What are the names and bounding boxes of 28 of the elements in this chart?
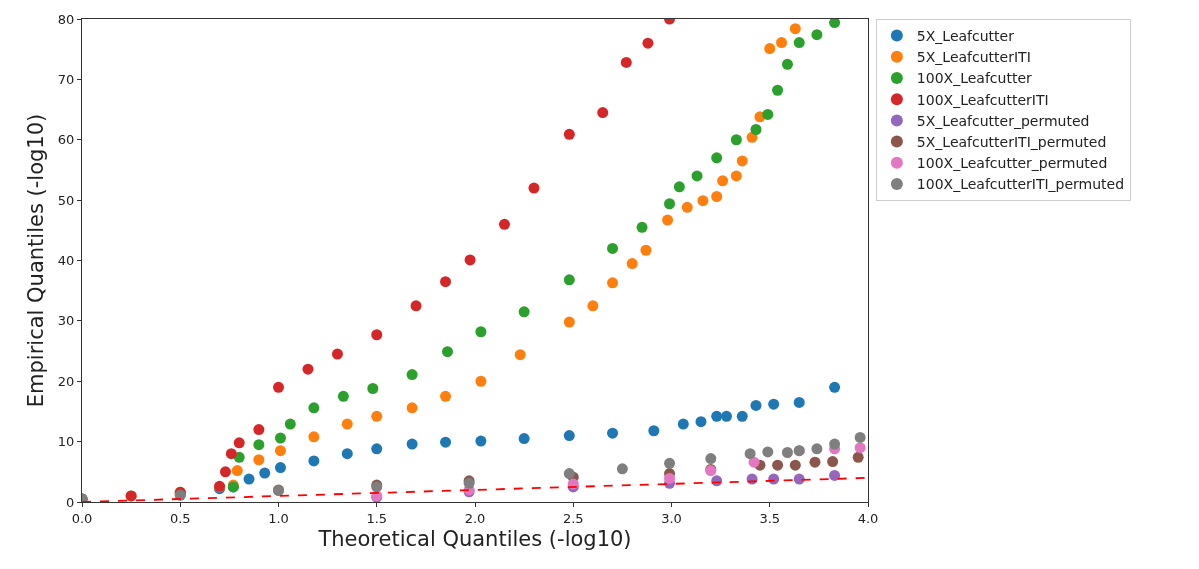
x-tick-label: 0.0 — [71, 510, 93, 526]
y-tick-label: 40 — [57, 253, 75, 269]
y-tick-label: 30 — [57, 313, 75, 329]
x-tick-label: 0.5 — [169, 510, 191, 526]
x-tick-label: 2.5 — [562, 510, 584, 526]
y-tick-label: 70 — [57, 71, 75, 87]
y-axis-title: Empirical Quantiles (-log10) — [24, 113, 48, 408]
legend-label: 100X_Leafcutter — [916, 70, 1033, 87]
x-tick-label: 2.0 — [464, 510, 486, 526]
legend-label: 5X_Leafcutter — [916, 28, 1015, 45]
legend-label: 100X_LeafcutterITI_permuted — [916, 176, 1125, 193]
legend-label: 5X_Leafcutter_permuted — [916, 112, 1090, 129]
y-tick-label: 60 — [57, 132, 75, 148]
legend-label: 5X_LeafcutterITI — [916, 49, 1031, 66]
x-tick-label: 4.0 — [857, 510, 879, 526]
legend-label: 100X_LeafcutterITI — [916, 91, 1049, 108]
y-tick-label: 0 — [66, 494, 75, 510]
x-tick-label: 1.0 — [268, 510, 289, 526]
legend-label: 5X_LeafcutterITI_permuted — [916, 134, 1107, 151]
x-axis-title: Theoretical Quantiles (-log10) — [317, 526, 632, 551]
x-tick-label: 3.0 — [661, 510, 682, 526]
y-tick-label: 80 — [57, 11, 75, 27]
x-tick-label: 1.5 — [366, 510, 388, 526]
y-tick-label: 10 — [57, 434, 75, 450]
y-tick-label: 50 — [57, 192, 75, 208]
legend-label: 100X_Leafcutter_permuted — [916, 155, 1108, 172]
y-tick-label: 20 — [57, 373, 75, 389]
x-tick-label: 3.5 — [759, 510, 781, 526]
